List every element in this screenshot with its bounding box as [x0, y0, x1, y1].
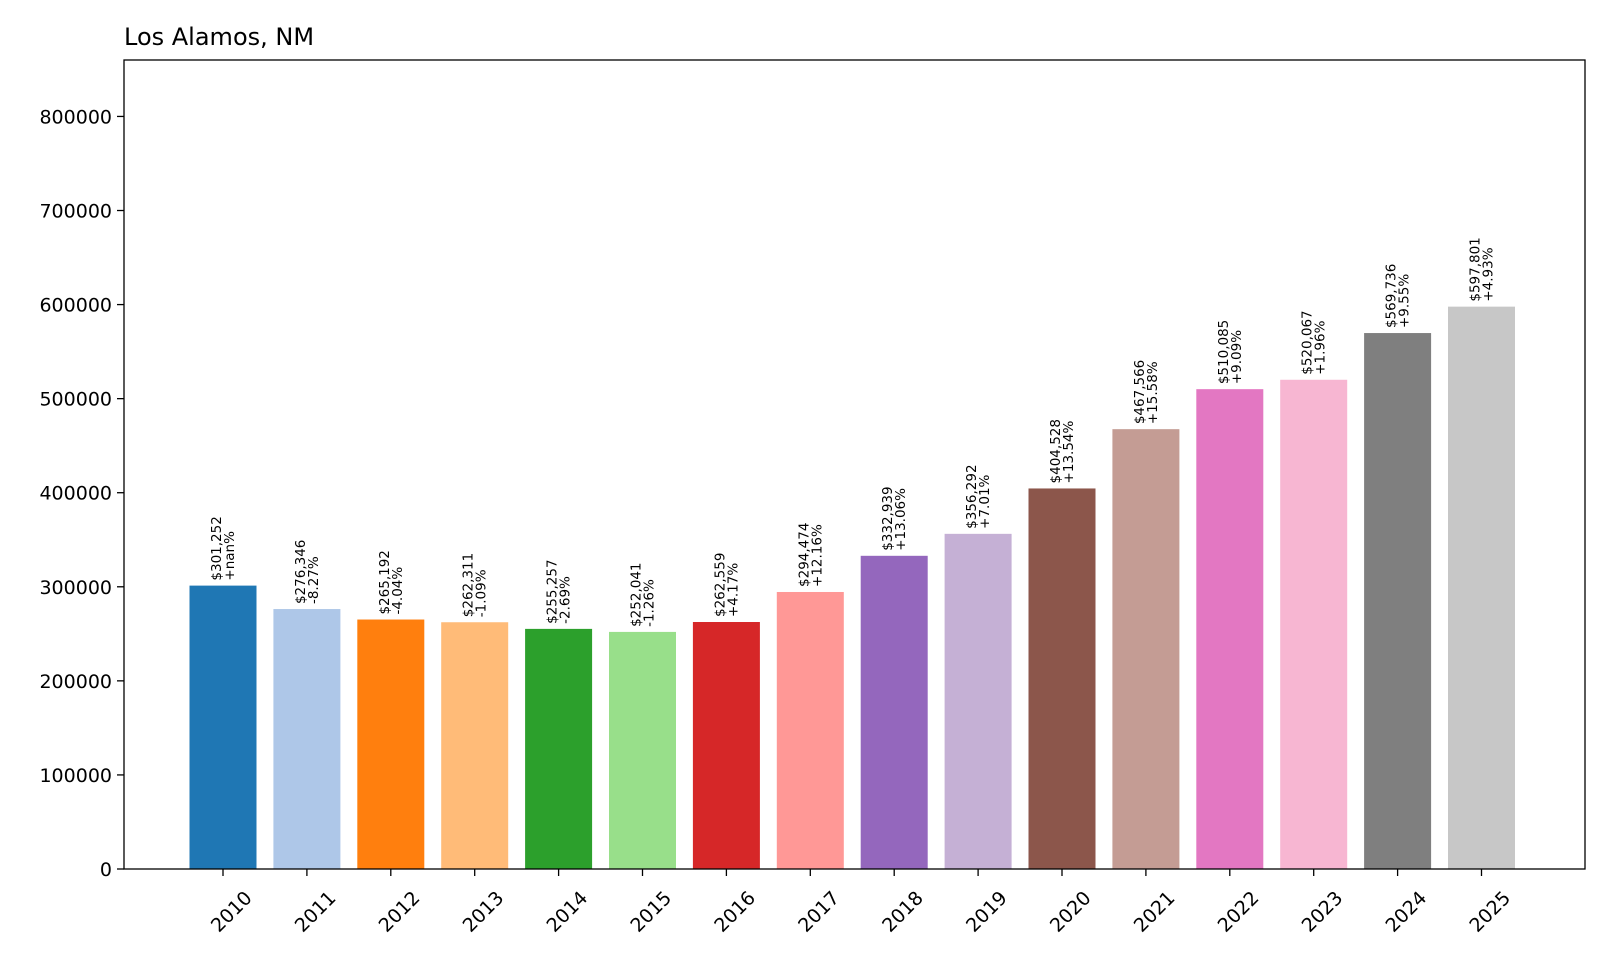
bar-value-label: $262,559 — [712, 553, 728, 617]
y-axis: 0 100000 200000 300000 400000 500000 600000 700… — [39, 106, 124, 881]
x-tick-label: 2013 — [459, 887, 509, 937]
bar-label-2020: $404,528+13.54% — [1048, 419, 1077, 483]
bar-change-label: -2.69% — [558, 576, 574, 624]
bars-layer — [189, 306, 1515, 869]
bar-change-label: +12.16% — [809, 524, 825, 587]
bar-2010 — [189, 585, 257, 869]
bar-2024 — [1364, 333, 1432, 869]
x-tick-label: 2011 — [291, 887, 341, 937]
y-tick-label: 0 — [100, 859, 112, 881]
bar-label-2013: $262,311-1.09% — [461, 553, 490, 617]
bar-change-label: -1.09% — [474, 569, 490, 617]
x-tick-label: 2019 — [962, 887, 1012, 937]
bar-label-2011: $276,346-8.27% — [293, 540, 322, 604]
x-tick-label: 2015 — [626, 887, 676, 937]
bar-change-label: +4.93% — [1481, 247, 1497, 301]
y-tick-label: 400000 — [39, 483, 112, 505]
y-tick-label: 500000 — [39, 389, 112, 411]
bar-label-2015: $252,041-1.26% — [629, 562, 658, 626]
bar-value-label: $265,192 — [377, 550, 393, 614]
bar-2016 — [692, 622, 760, 869]
x-tick-label: 2017 — [794, 887, 844, 937]
bar-2011 — [273, 609, 341, 869]
bar-2025 — [1448, 306, 1515, 869]
bar-value-label: $404,528 — [1048, 419, 1064, 483]
bar-label-2016: $262,559+4.17% — [712, 553, 741, 617]
bar-change-label: -4.04% — [390, 567, 406, 615]
x-tick-label: 2016 — [710, 887, 760, 937]
bar-2012 — [357, 619, 425, 869]
bar-change-label: +1.96% — [1313, 320, 1329, 374]
bar-value-label: $467,566 — [1132, 360, 1148, 424]
bar-2018 — [860, 555, 928, 869]
y-tick-label: 200000 — [39, 671, 112, 693]
bar-2023 — [1280, 379, 1348, 869]
bar-change-label: +9.09% — [1229, 330, 1245, 384]
bar-label-2019: $356,292+7.01% — [964, 464, 993, 528]
bar-label-2022: $510,085+9.09% — [1216, 320, 1245, 384]
bar-change-label: +15.58% — [1145, 361, 1161, 424]
x-tick-label: 2012 — [375, 887, 425, 937]
bar-value-label: $252,041 — [629, 562, 645, 626]
plot-frame — [123, 59, 1586, 870]
bar-value-label: $520,067 — [1300, 310, 1316, 374]
bar-label-2014: $255,257-2.69% — [545, 559, 574, 623]
bar-change-label: +4.17% — [725, 563, 741, 617]
bar-change-label: -8.27% — [306, 556, 322, 604]
bar-2020 — [1028, 488, 1096, 869]
bar-label-2010: $301,252+nan% — [209, 516, 238, 580]
x-tick-label: 2024 — [1381, 887, 1431, 937]
bar-2015 — [609, 631, 676, 869]
bar-label-2012: $265,192-4.04% — [377, 550, 406, 614]
bar-label-2017: $294,474+12.16% — [796, 523, 825, 587]
bar-value-label: $332,939 — [880, 486, 896, 550]
bar-2014 — [525, 628, 593, 869]
bar-value-label: $510,085 — [1216, 320, 1232, 384]
x-tick-label: 2014 — [542, 887, 592, 937]
x-tick-label: 2025 — [1465, 887, 1515, 937]
y-tick-label: 800000 — [39, 106, 112, 128]
x-tick-label: 2020 — [1046, 887, 1096, 937]
x-tick-label: 2018 — [878, 887, 928, 937]
bar-change-label: +nan% — [222, 531, 238, 581]
bar-label-2023: $520,067+1.96% — [1300, 310, 1329, 374]
bar-labels-layer: $301,252+nan% $276,346-8.27% $265,192-4.04… — [209, 237, 1497, 627]
bar-value-label: $294,474 — [796, 523, 812, 587]
bar-change-label: +13.54% — [1061, 421, 1077, 484]
bar-change-label: +13.06% — [893, 488, 909, 551]
bar-value-label: $255,257 — [545, 559, 561, 623]
bar-2013 — [441, 622, 509, 869]
y-tick-label: 100000 — [39, 765, 112, 787]
bar-change-label: +9.55% — [1397, 274, 1413, 328]
y-tick-label: 600000 — [39, 295, 112, 317]
bar-value-label: $569,736 — [1384, 264, 1400, 328]
x-axis: 2010 2011 2012 2013 2014 2015 2016 2017 2018 2019… — [207, 869, 1515, 937]
bar-change-label: -1.26% — [642, 579, 658, 627]
x-tick-label: 2023 — [1298, 887, 1348, 937]
bar-value-label: $262,311 — [461, 553, 477, 617]
bar-change-label: +7.01% — [977, 474, 993, 528]
bar-value-label: $597,801 — [1468, 237, 1484, 301]
bar-value-label: $356,292 — [964, 464, 980, 528]
bar-2021 — [1112, 429, 1180, 869]
bar-2017 — [776, 591, 844, 869]
x-tick-label: 2021 — [1130, 887, 1180, 937]
y-tick-label: 300000 — [39, 577, 112, 599]
bar-label-2025: $597,801+4.93% — [1468, 237, 1497, 301]
chart-title: Los Alamos, NM — [124, 23, 314, 51]
y-tick-label: 700000 — [39, 201, 112, 223]
bar-label-2024: $569,736+9.55% — [1384, 264, 1413, 328]
x-tick-label: 2010 — [207, 887, 257, 937]
bar-2022 — [1196, 389, 1264, 869]
bar-value-label: $301,252 — [209, 516, 225, 580]
bar-value-label: $276,346 — [293, 540, 309, 604]
x-tick-label: 2022 — [1214, 887, 1264, 937]
bar-2019 — [944, 533, 1012, 869]
bar-label-2021: $467,566+15.58% — [1132, 360, 1161, 424]
bar-label-2018: $332,939+13.06% — [880, 486, 909, 550]
